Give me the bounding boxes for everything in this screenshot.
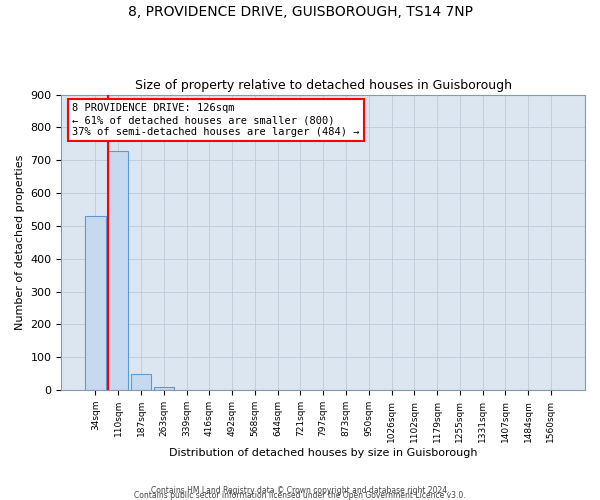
Text: Contains HM Land Registry data © Crown copyright and database right 2024.: Contains HM Land Registry data © Crown c…: [151, 486, 449, 495]
Title: Size of property relative to detached houses in Guisborough: Size of property relative to detached ho…: [135, 79, 512, 92]
Text: Contains public sector information licensed under the Open Government Licence v3: Contains public sector information licen…: [134, 490, 466, 500]
Bar: [85, 216, 106, 390]
Text: 8, PROVIDENCE DRIVE, GUISBOROUGH, TS14 7NP: 8, PROVIDENCE DRIVE, GUISBOROUGH, TS14 7…: [128, 5, 473, 19]
Text: 8 PROVIDENCE DRIVE: 126sqm
← 61% of detached houses are smaller (800)
37% of sem: 8 PROVIDENCE DRIVE: 126sqm ← 61% of deta…: [72, 104, 359, 136]
Y-axis label: Number of detached properties: Number of detached properties: [15, 154, 25, 330]
X-axis label: Distribution of detached houses by size in Guisborough: Distribution of detached houses by size …: [169, 448, 478, 458]
Bar: [131, 374, 151, 390]
Bar: [108, 151, 128, 390]
Bar: [154, 387, 174, 390]
